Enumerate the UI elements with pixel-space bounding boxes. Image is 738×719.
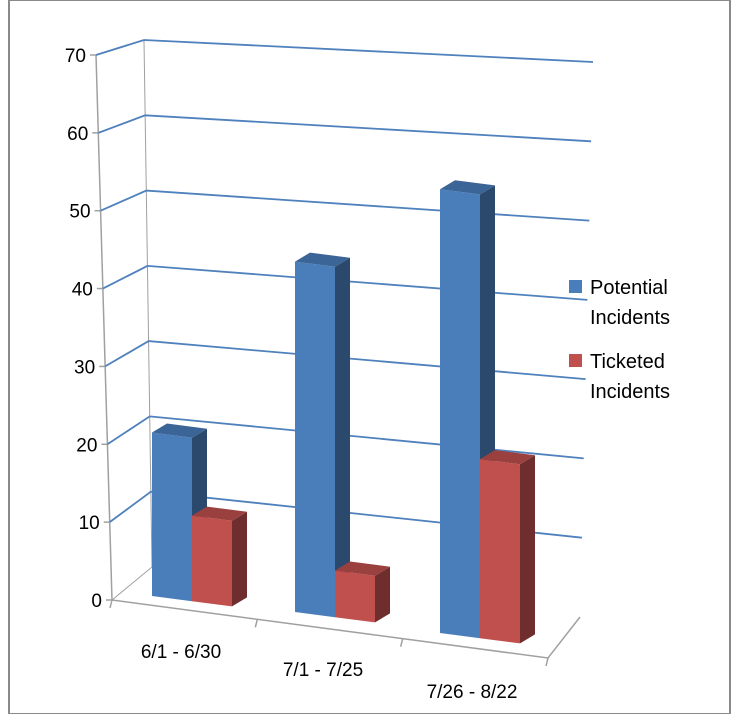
bar-ticketed-1 (335, 561, 390, 623)
x-category-label-2: 7/26 - 8/22 (427, 682, 518, 703)
legend: Potential Incidents Ticketed Incidents (569, 277, 670, 403)
bar-front (295, 261, 335, 618)
bar-front (440, 189, 480, 639)
x-tick-mark-0 (109, 599, 113, 609)
y-tick-label-10: 10 (79, 513, 100, 534)
y-axis-tick-labels: 0 10 20 30 40 50 60 70 (65, 46, 102, 612)
x-category-label-0: 6/1 - 6/30 (141, 642, 221, 663)
bar-front (335, 570, 375, 623)
y-tick-label-50: 50 (69, 202, 90, 223)
gridline-60 (97, 114, 592, 143)
bar-side (520, 455, 535, 644)
x-tick-mark-1 (254, 619, 259, 628)
bar-side (335, 257, 350, 618)
y-tick-label-70: 70 (65, 46, 86, 67)
bar-ticketed-2 (480, 450, 535, 644)
x-tick-mark-3 (545, 657, 549, 667)
legend-label-0-0: Potential (590, 277, 668, 299)
x-axis-category-labels: 6/1 - 6/30 7/1 - 7/25 7/26 - 8/22 (141, 642, 518, 703)
bar-side (375, 566, 390, 623)
bar-top (295, 252, 350, 267)
bar-top (152, 423, 207, 438)
y-axis-line (95, 54, 113, 601)
y-tick-label-40: 40 (72, 280, 93, 301)
gridline-10 (109, 490, 582, 539)
bar-potential-1 (295, 252, 350, 618)
gridline-20 (106, 415, 584, 460)
floor-side-edge (111, 566, 153, 601)
x-category-label-1: 7/1 - 7/25 (283, 660, 363, 681)
bar-top (335, 561, 390, 576)
legend-swatch-0 (569, 280, 582, 293)
bar-front (192, 515, 232, 607)
gridline-50 (100, 189, 590, 222)
bars (152, 180, 535, 644)
gridline-30 (104, 340, 586, 380)
gridline-70 (95, 39, 594, 63)
legend-label-1-1: Incidents (590, 381, 670, 403)
back-wall-edge (143, 39, 153, 568)
y-tick-label-20: 20 (76, 435, 97, 456)
bar-top (480, 450, 535, 465)
bar-top (440, 180, 495, 195)
bar-side (232, 511, 247, 607)
y-tick-label-0: 0 (91, 591, 102, 612)
legend-swatch-1 (569, 354, 582, 367)
x-tick-mark-2 (399, 638, 404, 647)
bar-ticketed-0 (192, 506, 247, 607)
bar-top (192, 506, 247, 521)
bar-front (480, 459, 520, 644)
bar-front (152, 432, 192, 602)
y-tick-label-60: 60 (67, 124, 88, 145)
y-tick-label-30: 30 (74, 357, 95, 378)
legend-label-1-0: Ticketed (590, 351, 665, 373)
legend-label-0-1: Incidents (590, 307, 670, 329)
